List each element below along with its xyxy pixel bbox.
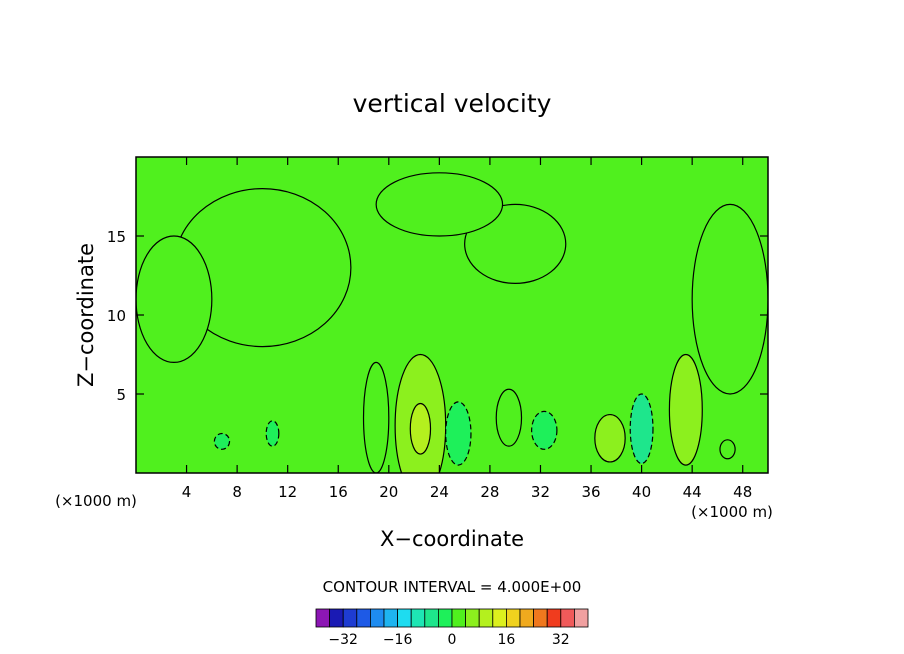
- contour-feature-7: [629, 393, 654, 465]
- contour-feature-14: [136, 235, 213, 363]
- contour-feature-4: [495, 388, 523, 447]
- colorbar-swatch: [329, 608, 344, 628]
- contour-feature-9: [719, 439, 736, 460]
- colorbar-swatch: [315, 608, 331, 628]
- y-tick-label: 15: [107, 228, 126, 246]
- y-unit-label: (×1000 m): [691, 503, 773, 521]
- colorbar-swatch: [383, 608, 399, 628]
- colorbar-swatch: [437, 608, 453, 628]
- contour-feature-15: [691, 203, 768, 395]
- colorbar-swatch: [492, 608, 507, 628]
- contour-feature-10: [213, 432, 231, 450]
- contour-feature-5: [531, 410, 558, 450]
- contour-interval-text: CONTOUR INTERVAL = 4.000E+00: [323, 578, 582, 596]
- colorbar-swatch: [574, 608, 589, 628]
- colorbar-swatch: [560, 608, 575, 628]
- colorbar-swatch: [397, 608, 412, 628]
- y-tick-label: 5: [116, 386, 126, 404]
- colorbar-tick-label: 16: [497, 632, 515, 648]
- y-tick-label: 10: [107, 307, 126, 325]
- colorbar-tick-label: 32: [552, 632, 570, 648]
- colorbar-swatch: [424, 608, 439, 628]
- contour-feature-16: [375, 172, 504, 237]
- contour-feature-2: [362, 361, 390, 473]
- colorbar-swatch: [478, 608, 494, 628]
- x-tick-label: 12: [278, 483, 297, 501]
- colorbar-swatch: [342, 608, 358, 628]
- colorbar-tick-label: −16: [383, 632, 413, 648]
- x-tick-label: 36: [581, 483, 600, 501]
- colorbar-swatch: [505, 608, 521, 628]
- x-tick-label: 28: [480, 483, 499, 501]
- colorbar-swatch: [369, 608, 385, 628]
- x-unit-label: (×1000 m): [55, 492, 137, 510]
- colorbar-swatch: [546, 608, 562, 628]
- colorbar-swatch: [519, 608, 535, 628]
- colorbar-tick-label: −32: [328, 632, 358, 648]
- contour-feature-8: [668, 353, 703, 466]
- contour-feature-3: [445, 401, 472, 466]
- colorbar-swatch: [410, 608, 426, 628]
- x-tick-label: 20: [379, 483, 398, 501]
- contour-feature-13: [464, 203, 567, 284]
- x-tick-label: 32: [531, 483, 550, 501]
- x-tick-label: 44: [683, 483, 702, 501]
- contour-feature-1: [409, 402, 432, 455]
- colorbar-tick-label: 0: [448, 632, 457, 648]
- x-tick-label: 16: [329, 483, 348, 501]
- contour-feature-11: [265, 420, 280, 447]
- colorbar-swatch: [451, 608, 467, 628]
- x-tick-label: 24: [430, 483, 449, 501]
- colorbar-swatch: [356, 608, 371, 628]
- y-axis-label: Z−coordinate: [74, 243, 98, 387]
- colorbar: −32 −16 0 16 32: [315, 608, 589, 648]
- x-tick-label: 8: [232, 483, 242, 501]
- chart-title: vertical velocity: [353, 89, 552, 118]
- colorbar-swatch: [533, 608, 548, 628]
- contour-feature-6: [594, 413, 626, 463]
- x-tick-label: 4: [182, 483, 192, 501]
- x-axis-label: X−coordinate: [380, 527, 524, 551]
- colorbar-swatch: [465, 608, 480, 628]
- x-tick-label: 40: [632, 483, 651, 501]
- x-tick-label: 48: [733, 483, 752, 501]
